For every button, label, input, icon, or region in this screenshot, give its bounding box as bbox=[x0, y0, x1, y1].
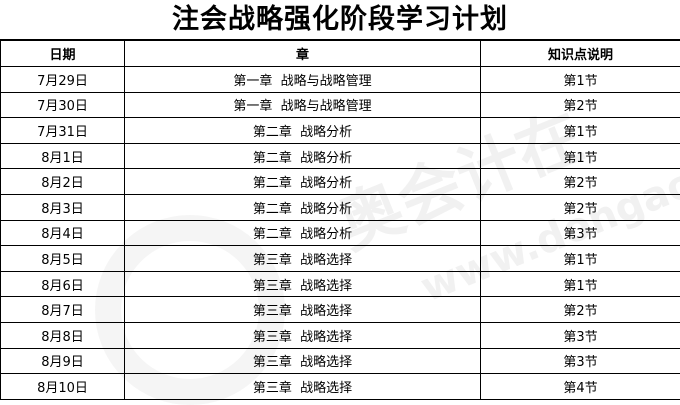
section-cell: 第1节 bbox=[481, 118, 680, 144]
table-row: 8月5日第三章 战略选择第1节 bbox=[1, 246, 680, 272]
header-row: 日期 章 知识点说明 bbox=[1, 40, 680, 67]
chapter-cell: 第三章 战略选择 bbox=[125, 271, 481, 297]
column-header-date: 日期 bbox=[1, 40, 125, 67]
table-row: 8月8日第三章 战略选择第3节 bbox=[1, 322, 680, 348]
date-cell: 8月10日 bbox=[1, 374, 125, 400]
date-cell: 8月8日 bbox=[1, 322, 125, 348]
date-cell: 7月31日 bbox=[1, 118, 125, 144]
chapter-cell: 第三章 战略选择 bbox=[125, 246, 481, 272]
date-cell: 8月1日 bbox=[1, 143, 125, 169]
section-cell: 第2节 bbox=[481, 169, 680, 195]
date-cell: 8月7日 bbox=[1, 297, 125, 323]
chapter-cell: 第三章 战略选择 bbox=[125, 374, 481, 400]
table-row: 7月29日第一章 战略与战略管理第1节 bbox=[1, 67, 680, 93]
section-cell: 第1节 bbox=[481, 271, 680, 297]
date-cell: 8月9日 bbox=[1, 348, 125, 374]
table-row: 8月3日第二章 战略分析第2节 bbox=[1, 194, 680, 220]
date-cell: 7月30日 bbox=[1, 92, 125, 118]
chapter-cell: 第二章 战略分析 bbox=[125, 118, 481, 144]
date-cell: 8月6日 bbox=[1, 271, 125, 297]
date-cell: 8月5日 bbox=[1, 246, 125, 272]
chapter-cell: 第二章 战略分析 bbox=[125, 194, 481, 220]
section-cell: 第4节 bbox=[481, 374, 680, 400]
section-cell: 第1节 bbox=[481, 246, 680, 272]
section-cell: 第3节 bbox=[481, 322, 680, 348]
date-cell: 8月4日 bbox=[1, 220, 125, 246]
section-cell: 第3节 bbox=[481, 348, 680, 374]
chapter-cell: 第三章 战略选择 bbox=[125, 322, 481, 348]
table-row: 7月31日第二章 战略分析第1节 bbox=[1, 118, 680, 144]
section-cell: 第3节 bbox=[481, 220, 680, 246]
table-row: 8月7日第三章 战略选择第2节 bbox=[1, 297, 680, 323]
date-cell: 8月3日 bbox=[1, 194, 125, 220]
date-cell: 7月29日 bbox=[1, 67, 125, 93]
chapter-cell: 第三章 战略选择 bbox=[125, 348, 481, 374]
chapter-cell: 第二章 战略分析 bbox=[125, 169, 481, 195]
table-row: 8月2日第二章 战略分析第2节 bbox=[1, 169, 680, 195]
table-row: 8月4日第二章 战略分析第3节 bbox=[1, 220, 680, 246]
date-cell: 8月2日 bbox=[1, 169, 125, 195]
column-header-section: 知识点说明 bbox=[481, 40, 680, 67]
table-row: 8月10日第三章 战略选择第4节 bbox=[1, 374, 680, 400]
chapter-cell: 第一章 战略与战略管理 bbox=[125, 92, 481, 118]
section-cell: 第2节 bbox=[481, 194, 680, 220]
chapter-cell: 第二章 战略分析 bbox=[125, 220, 481, 246]
section-cell: 第1节 bbox=[481, 143, 680, 169]
table-row: 8月1日第二章 战略分析第1节 bbox=[1, 143, 680, 169]
section-cell: 第2节 bbox=[481, 92, 680, 118]
chapter-cell: 第三章 战略选择 bbox=[125, 297, 481, 323]
section-cell: 第1节 bbox=[481, 67, 680, 93]
table-row: 7月30日第一章 战略与战略管理第2节 bbox=[1, 92, 680, 118]
section-cell: 第2节 bbox=[481, 297, 680, 323]
table-row: 8月6日第三章 战略选择第1节 bbox=[1, 271, 680, 297]
page-title: 注会战略强化阶段学习计划 bbox=[0, 0, 680, 39]
column-header-chapter: 章 bbox=[125, 40, 481, 67]
chapter-cell: 第一章 战略与战略管理 bbox=[125, 67, 481, 93]
table-row: 8月9日第三章 战略选择第3节 bbox=[1, 348, 680, 374]
chapter-cell: 第二章 战略分析 bbox=[125, 143, 481, 169]
